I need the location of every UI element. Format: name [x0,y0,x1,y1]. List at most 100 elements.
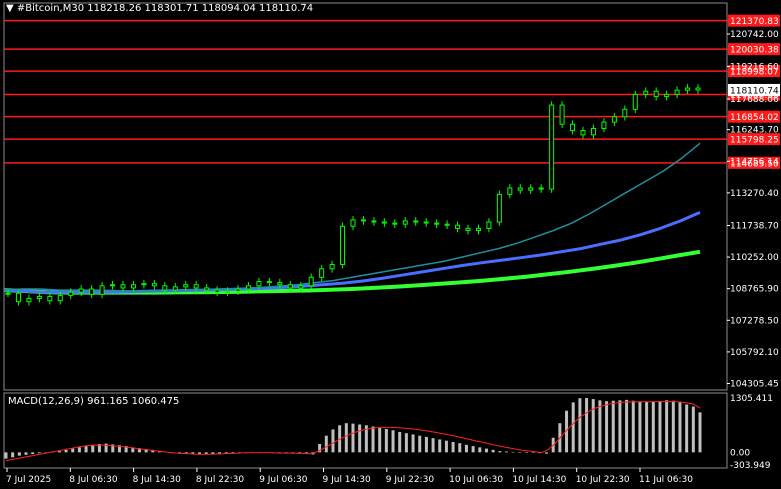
time-tick-label: 10 Jul 22:30 [576,475,630,485]
macd-histogram-bar [531,452,535,453]
current-price-box [728,83,780,96]
macd-histogram-bar [384,429,388,453]
macd-histogram-bar [398,431,402,453]
candle-body [162,285,168,291]
candle-body [444,223,450,226]
time-tick-label: 11 Jul 06:30 [639,475,693,485]
macd-histogram-bar [71,448,75,453]
macd-tick-label: 1305.411 [730,394,773,404]
candle-body [183,284,189,288]
candle-body [26,298,32,303]
macd-histogram-bar [331,429,335,453]
price-tick-label: 110252.00 [730,253,779,263]
macd-histogram-bar [191,452,195,455]
candle-body [360,219,366,222]
macd-histogram-bar [198,452,202,455]
macd-tick-label: -303.949 [730,461,771,471]
candle-body [434,222,440,225]
candle-body [350,219,356,227]
candle-body [130,284,136,289]
candle-body [36,295,42,300]
macd-histogram-bar [578,398,582,453]
macd-histogram-bar [504,451,508,453]
macd-histogram-bar [351,423,355,453]
price-axis: 120742.00 119216.60 117688.06 116243.70 1147… [727,30,779,390]
macd-histogram-bar [631,400,635,453]
macd-histogram-bar [464,444,468,453]
resistance-label-box [728,43,780,56]
candle-body [674,89,680,95]
macd-histogram-bar [471,446,475,453]
candle-body [486,221,492,229]
macd-histogram-bar [137,448,141,453]
candle-body [120,284,126,289]
macd-signal-line [5,400,701,462]
resistance-label-box [728,14,780,27]
time-tick-label: 10 Jul 06:30 [449,475,503,485]
candle-body [225,290,231,293]
price-tick-label: 120742.00 [730,30,779,40]
current-price-label: 118110.74 [730,86,779,96]
candle-body [381,221,387,224]
candle-body [392,222,398,225]
macd-histogram-bar [404,433,408,453]
macd-histogram-bar [671,400,675,453]
candle-body [371,220,377,223]
macd-histogram-bar [318,444,322,453]
macd-histogram-bar [691,406,695,453]
candle-body [549,104,555,190]
macd-histogram-bar [144,449,148,453]
chart-title: ▼ #Bitcoin,M30 118218.26 118301.71 11809… [6,3,314,14]
resistance-label-box [728,65,780,78]
macd-histogram-bar [31,452,35,455]
macd-histogram-bar [131,447,135,453]
macd-histogram-bar [231,452,235,454]
macd-histogram-bar [611,400,615,453]
macd-histogram-bar [17,452,21,456]
candle-body [413,220,419,223]
macd-histogram-bar [591,399,595,453]
macd-histogram-bar [391,430,395,453]
macd-histogram-bar [204,452,208,455]
resistance-label: 121370.83 [730,17,779,27]
candle-body [455,224,461,229]
macd-histogram-bar [344,423,348,453]
macd-histogram-bar [57,451,61,453]
macd-histogram-bar [545,452,549,454]
macd-histogram-bar [238,452,242,453]
candle-body [601,121,607,129]
candle-body [423,221,429,224]
macd-histogram-bar [211,452,215,455]
candle-body [141,283,147,286]
time-tick-label: 7 Jul 2025 [6,475,51,485]
macd-histogram-bar [111,444,115,453]
time-tick-label: 8 Jul 22:30 [196,475,245,485]
candle-body [57,294,63,302]
macd-histogram-bar [151,449,155,453]
candle-body [308,276,314,287]
sma-short-line [3,142,701,292]
resistance-lines: 121370.83 120030.38 118998.07 117897.35 1168… [4,14,780,169]
price-tick-label: 117688.06 [730,95,779,105]
price-tick-label: 107278.50 [730,316,779,326]
candle-body [256,281,262,287]
macd-histogram-bar [324,435,328,453]
macd-histogram-bar [484,448,488,453]
macd-histogram-bar [645,401,649,453]
macd-histogram-bar [84,446,88,453]
candle-body [193,284,199,289]
price-tick-label: 116243.70 [730,126,779,136]
macd-histogram-bar [665,400,669,453]
candle-body [517,187,523,191]
macd-panel: 1305.411 0.00 -303.949 [4,394,773,471]
candle-body [559,104,565,125]
price-tick-label: 104305.45 [730,380,779,390]
macd-histogram-bar [678,402,682,453]
macd-histogram-bar [418,435,422,453]
resistance-label-box [728,110,780,123]
macd-tick-label: 0.00 [730,448,750,458]
macd-histogram-bar [525,452,528,453]
time-axis: 7 Jul 2025 8 Jul 06:30 8 Jul 14:30 8 Jul 22… [6,468,693,485]
candle-body [570,123,576,132]
